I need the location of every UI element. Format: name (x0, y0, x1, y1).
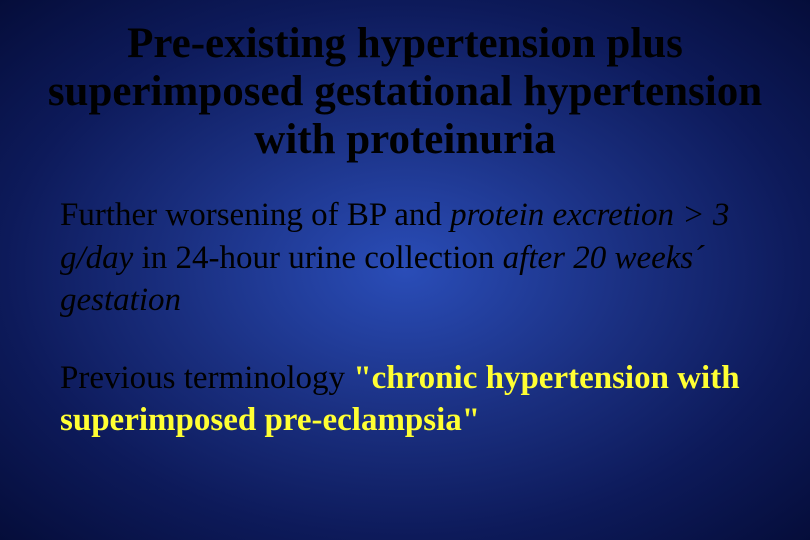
p1-text-3: in 24-hour urine collection (133, 240, 502, 276)
paragraph-1: Further worsening of BP and protein excr… (60, 194, 760, 321)
slide-title: Pre-existing hypertension plus superimpo… (30, 20, 780, 164)
p1-text-1: Further worsening of BP and (60, 197, 450, 233)
p2-text-1: Previous terminology (60, 360, 353, 396)
paragraph-2: Previous terminology "chronic hypertensi… (60, 357, 760, 441)
